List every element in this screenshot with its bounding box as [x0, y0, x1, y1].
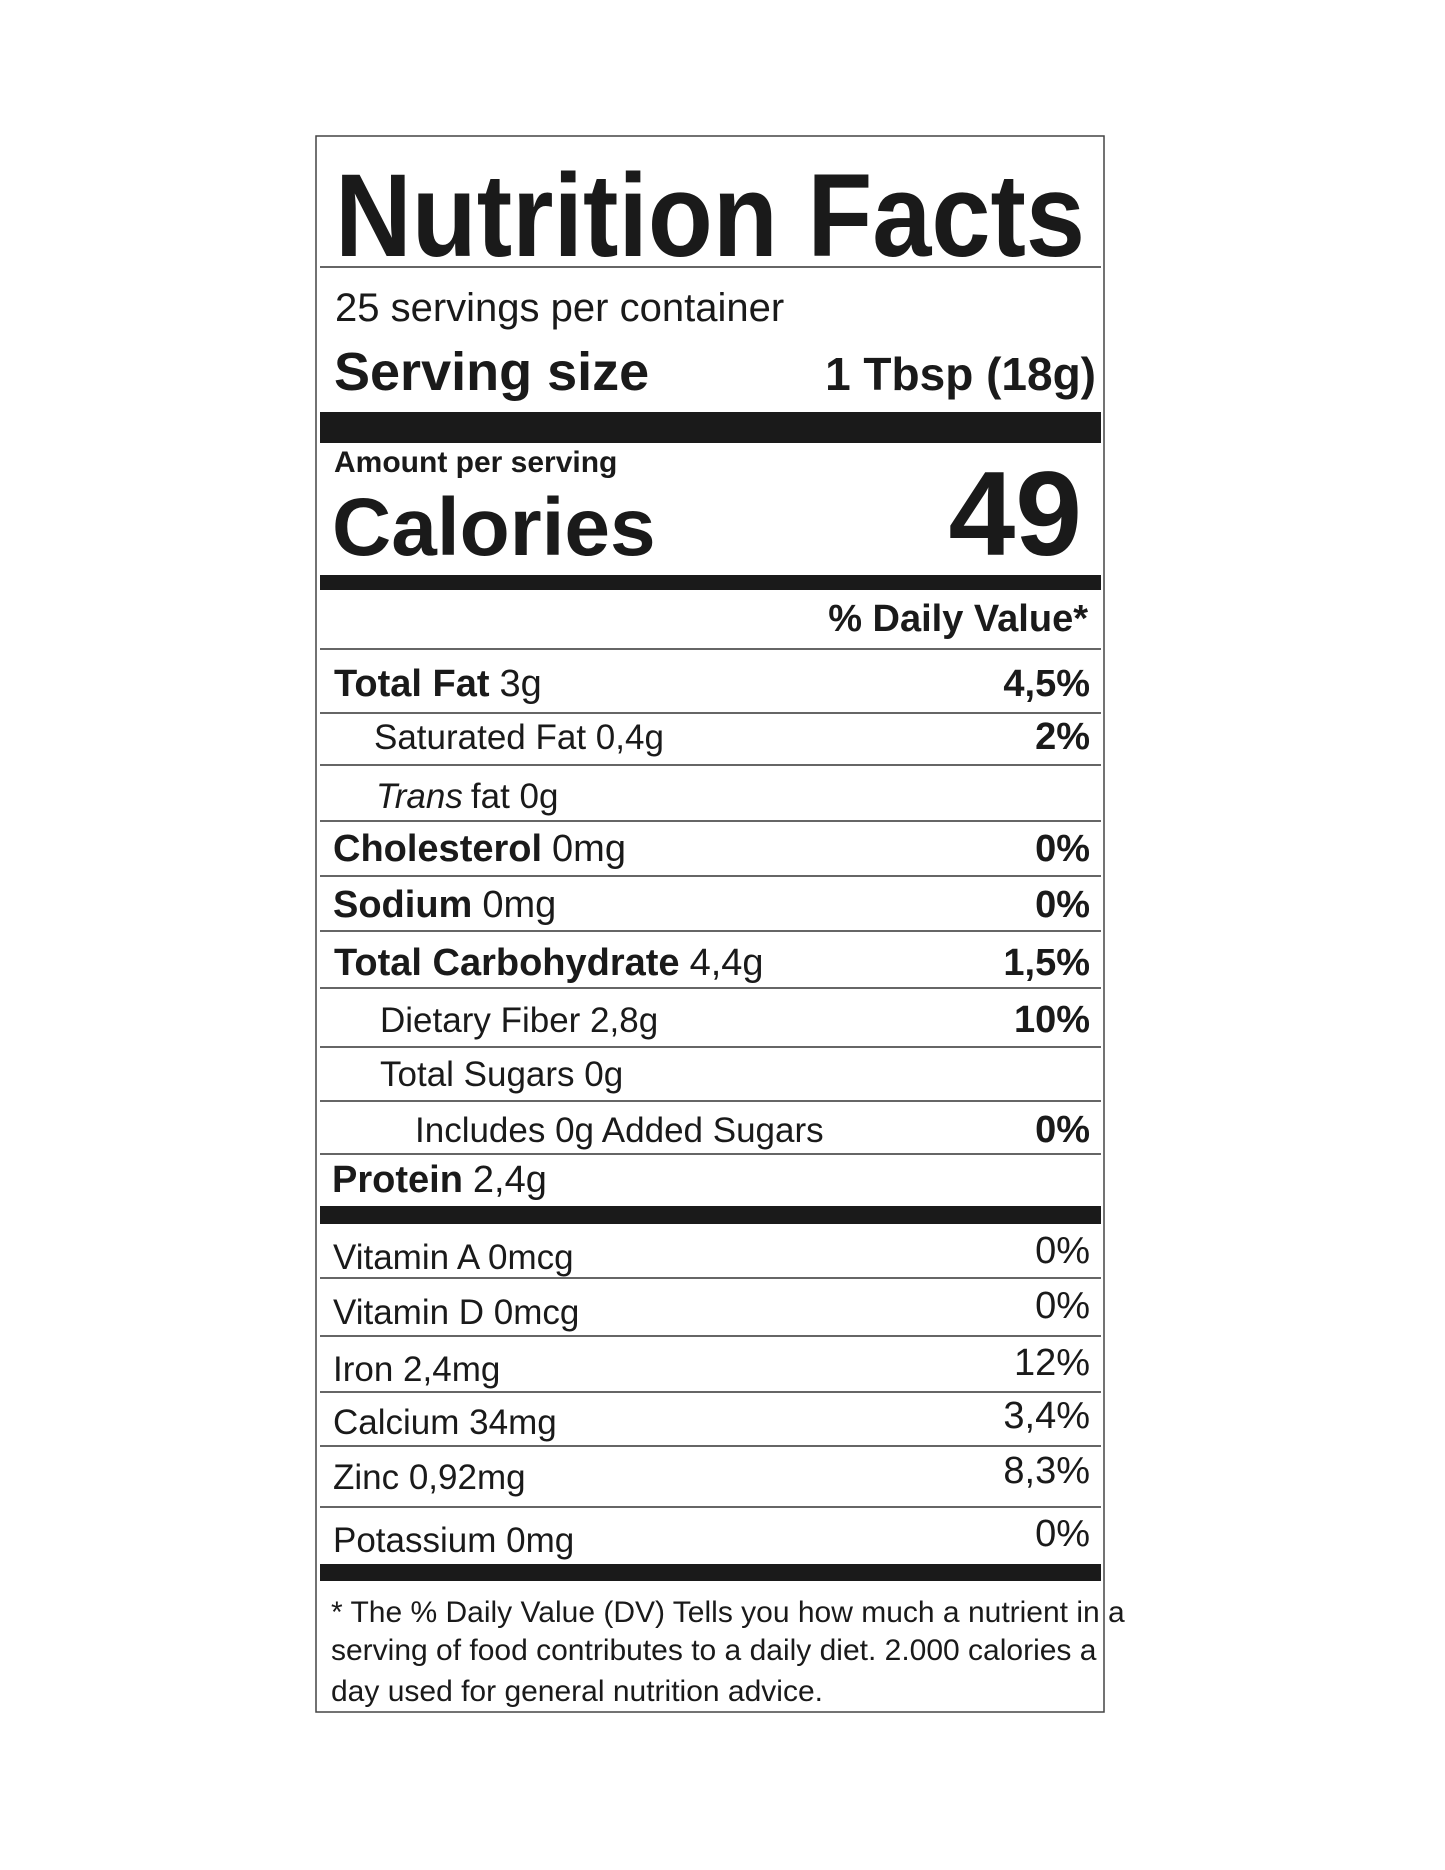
vitamin-label: Iron 2,4mg — [333, 1350, 500, 1389]
nutrient-name: Protein — [332, 1159, 463, 1201]
serving-size-label: Serving size — [334, 342, 649, 402]
vitamin-dv: 8,3% — [1003, 1450, 1090, 1492]
vitamin-dv: 0% — [1035, 1285, 1090, 1327]
title: Nutrition Facts — [335, 150, 1085, 282]
nutrient-row: Protein 2,4g — [332, 1159, 547, 1201]
nutrient-row: Total Carbohydrate 4,4g — [334, 942, 764, 984]
nutrient-dv: 4,5% — [1003, 663, 1090, 705]
nutrient-dv: 0% — [1035, 828, 1090, 870]
nutrient-dv: 0% — [1035, 1109, 1090, 1151]
nutrient-label: fat 0g — [471, 777, 559, 816]
thick-bar — [320, 1564, 1101, 1581]
nutrient-amount: 0mg — [552, 828, 626, 870]
nutrient-row: Total Fat 3g — [334, 663, 542, 705]
thick-bar — [320, 575, 1101, 590]
servings: 25 servings per container — [335, 286, 784, 330]
vitamin-label: Vitamin D 0mcg — [333, 1293, 579, 1332]
footnote-line: day used for general nutrition advice. — [331, 1675, 823, 1708]
footnote-line: serving of food contributes to a daily d… — [331, 1634, 1097, 1667]
serving-size-value: 1 Tbsp (18g) — [825, 348, 1096, 400]
footnote-line: * The % Daily Value (DV) Tells you how m… — [331, 1596, 1125, 1629]
nutrient-label: Saturated Fat 0,4g — [374, 718, 664, 757]
nutrient-name: Sodium — [333, 884, 472, 926]
nutrient-row: Saturated Fat 0,4g — [374, 718, 664, 757]
calories-label: Calories — [332, 482, 656, 573]
nutrient-name: Total Fat — [334, 663, 490, 705]
nutrient-row: Total Sugars 0g — [380, 1055, 623, 1094]
nutrient-dv: 0% — [1035, 884, 1090, 926]
nutrient-amount: 4,4g — [690, 942, 764, 984]
vitamin-label: Potassium 0mg — [333, 1521, 574, 1560]
vitamin-dv: 12% — [1014, 1342, 1090, 1384]
calories-value: 49 — [949, 447, 1082, 581]
nutrient-amount: 0mg — [482, 884, 556, 926]
nutrient-name: Cholesterol — [333, 828, 542, 870]
nutrient-dv: 1,5% — [1003, 942, 1090, 984]
nutrient-dv: 10% — [1014, 999, 1090, 1041]
amount-per-serving: Amount per serving — [334, 446, 617, 479]
label-border — [315, 135, 1105, 1713]
vitamin-label: Vitamin A 0mcg — [333, 1238, 574, 1277]
vitamin-label: Zinc 0,92mg — [333, 1458, 526, 1497]
nutrient-dv: 2% — [1035, 716, 1090, 758]
nutrient-row: Dietary Fiber 2,8g — [380, 1001, 658, 1040]
thick-bar — [320, 1206, 1101, 1224]
nutrient-row: Cholesterol 0mg — [333, 828, 626, 870]
daily-value-header: % Daily Value* — [828, 598, 1088, 640]
nutrient-amount: 2,4g — [473, 1159, 547, 1201]
vitamin-dv: 0% — [1035, 1513, 1090, 1555]
thick-bar — [320, 412, 1101, 443]
nutrient-name: Total Carbohydrate — [334, 942, 680, 984]
vitamin-dv: 3,4% — [1003, 1395, 1090, 1437]
nutrient-label: Includes 0g Added Sugars — [415, 1111, 824, 1150]
nutrient-label: Dietary Fiber 2,8g — [380, 1001, 658, 1040]
nutrient-amount: 3g — [500, 663, 542, 705]
nutrient-row: Trans fat 0g — [376, 777, 558, 816]
nutrient-row: Includes 0g Added Sugars — [415, 1111, 824, 1150]
nutrient-label: Total Sugars 0g — [380, 1055, 623, 1094]
vitamin-dv: 0% — [1035, 1230, 1090, 1272]
nutrient-italic: Trans — [376, 777, 463, 816]
nutrient-row: Sodium 0mg — [333, 884, 556, 926]
vitamin-label: Calcium 34mg — [333, 1403, 557, 1442]
